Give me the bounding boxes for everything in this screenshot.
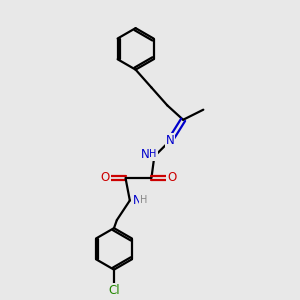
Text: N: N	[166, 134, 175, 147]
Text: N: N	[141, 148, 150, 160]
Text: Cl: Cl	[108, 284, 120, 297]
Text: N: N	[133, 194, 141, 207]
Text: H: H	[149, 149, 157, 159]
Text: H: H	[150, 151, 158, 160]
Text: O: O	[101, 172, 110, 184]
Text: O: O	[167, 172, 176, 184]
Text: H: H	[140, 196, 147, 206]
